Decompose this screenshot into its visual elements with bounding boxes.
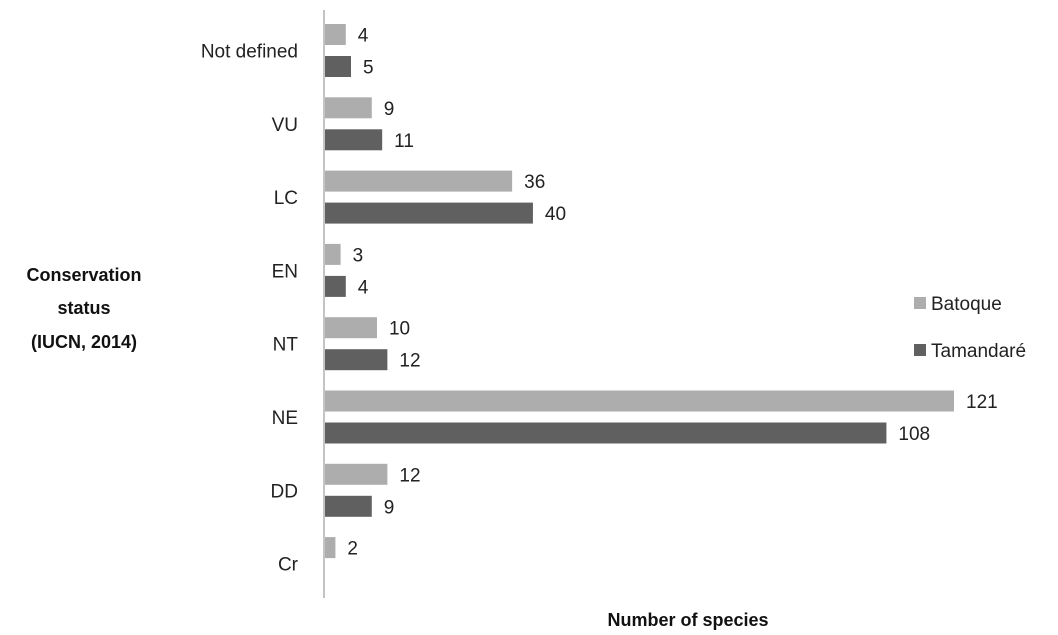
legend: Batoque Tamandaré xyxy=(914,294,1026,362)
legend-label-batoque: Batoque xyxy=(931,294,1002,315)
category-label-lc: LC xyxy=(274,188,298,209)
category-label-cr: Cr xyxy=(278,555,299,576)
category-label-ne: NE xyxy=(272,408,298,429)
bar-batoque-cr xyxy=(325,537,336,559)
y-axis-title-line-1: Conservation xyxy=(26,265,141,285)
category-label-en: EN xyxy=(272,261,298,282)
bars-group xyxy=(325,24,954,559)
y-axis-title-line-2: status xyxy=(57,298,110,318)
bar-batoque-ne xyxy=(325,390,954,412)
bar-batoque-lc xyxy=(325,170,513,192)
value-label-batoque-ne: 121 xyxy=(966,392,998,413)
bar-tamandare-not-defined xyxy=(325,56,351,77)
category-label-dd: DD xyxy=(271,481,298,502)
bar-batoque-not-defined xyxy=(325,24,346,45)
value-label-batoque-lc: 36 xyxy=(524,172,545,193)
category-label-not-defined: Not defined xyxy=(201,42,298,63)
bar-tamandare-ne xyxy=(325,422,887,444)
bar-tamandare-en xyxy=(325,275,346,297)
value-label-tamandare-lc: 40 xyxy=(545,204,566,225)
value-label-tamandare-vu: 11 xyxy=(394,131,414,152)
x-axis-title: Number of species xyxy=(607,610,768,630)
legend-label-tamandare: Tamandaré xyxy=(931,341,1026,362)
value-label-batoque-not-defined: 4 xyxy=(358,26,369,47)
bar-tamandare-dd xyxy=(325,495,372,517)
value-label-tamandare-not-defined: 5 xyxy=(363,58,374,79)
legend-swatch-tamandare xyxy=(914,344,926,356)
legend-swatch-batoque xyxy=(914,297,926,309)
value-label-batoque-vu: 9 xyxy=(384,99,395,120)
value-label-tamandare-nt: 12 xyxy=(399,351,420,372)
value-label-batoque-cr: 2 xyxy=(347,539,358,560)
bar-batoque-vu xyxy=(325,97,372,119)
category-label-nt: NT xyxy=(273,335,299,356)
y-axis-title-line-3: (IUCN, 2014) xyxy=(31,332,137,352)
bar-tamandare-lc xyxy=(325,202,533,224)
bar-batoque-dd xyxy=(325,463,388,485)
bar-batoque-en xyxy=(325,243,341,265)
value-label-tamandare-dd: 9 xyxy=(384,497,395,518)
value-label-batoque-en: 3 xyxy=(353,245,364,266)
category-labels-group: Not defined VU LC EN NT NE DD Cr xyxy=(201,42,299,576)
bar-tamandare-nt xyxy=(325,349,388,371)
bar-batoque-nt xyxy=(325,317,377,339)
value-label-tamandare-ne: 108 xyxy=(898,424,930,445)
value-label-batoque-nt: 10 xyxy=(389,319,410,340)
value-label-batoque-dd: 12 xyxy=(399,465,420,486)
value-label-tamandare-en: 4 xyxy=(358,277,369,298)
bar-tamandare-vu xyxy=(325,129,383,151)
category-label-vu: VU xyxy=(272,115,298,136)
